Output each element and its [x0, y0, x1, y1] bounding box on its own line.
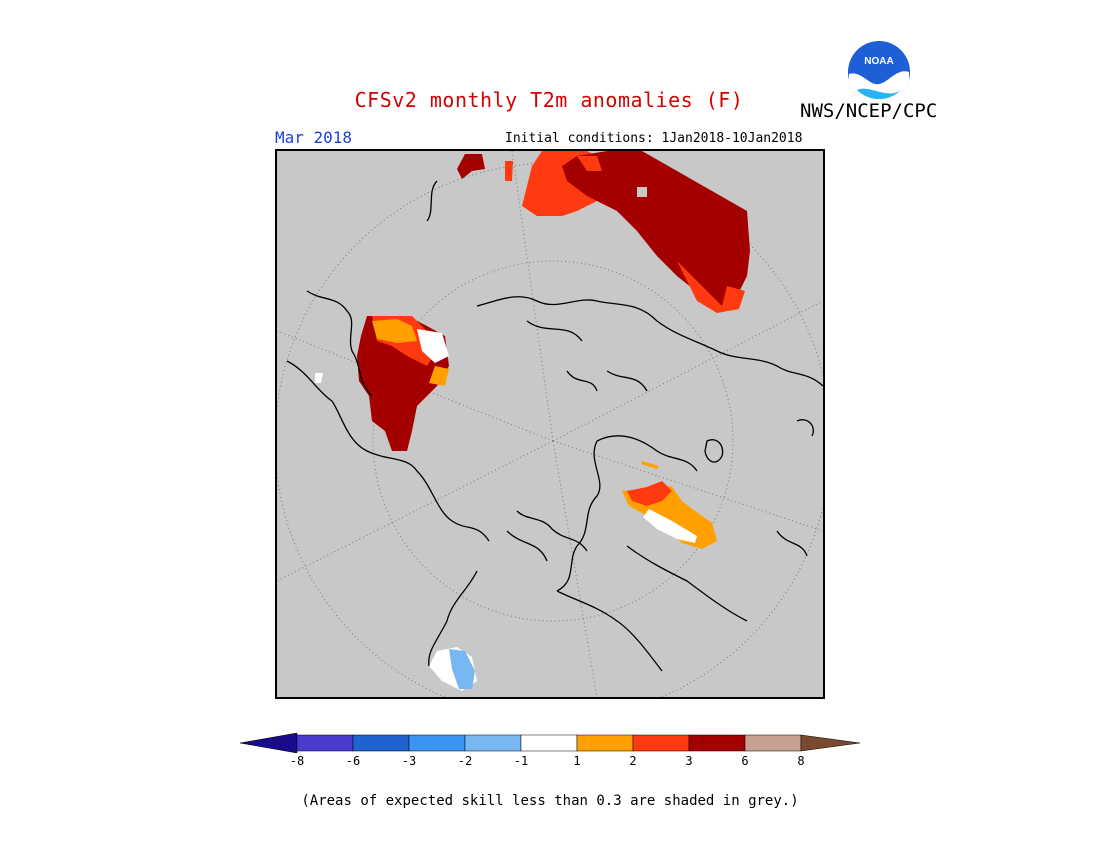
- legend-bin-6: [576, 734, 634, 752]
- legend-tick: 6: [741, 754, 749, 768]
- color-legend-bar: [239, 732, 861, 754]
- legend-bin-9: [744, 734, 802, 752]
- legend-tick: -8: [289, 754, 305, 768]
- legend-bin-0: [239, 732, 298, 754]
- legend-tick: 2: [629, 754, 637, 768]
- legend-tick: 3: [685, 754, 693, 768]
- initial-conditions-label: Initial conditions: 1Jan2018-10Jan2018: [505, 131, 803, 146]
- legend-bin-1: [296, 734, 354, 752]
- legend-bin-2: [352, 734, 410, 752]
- anomaly-region-europe: [315, 316, 449, 451]
- agency-label: NWS/NCEP/CPC: [800, 100, 938, 122]
- noaa-logo: NOAA: [847, 40, 911, 104]
- skill-footnote: (Areas of expected skill less than 0.3 a…: [301, 793, 799, 809]
- anomaly-region-west-us: [429, 647, 477, 691]
- chart-title: CFSv2 monthly T2m anomalies (F): [354, 88, 744, 112]
- legend-tick: -6: [345, 754, 361, 768]
- legend-tick: -2: [457, 754, 473, 768]
- color-legend: [239, 732, 862, 754]
- logo-wordmark: NOAA: [864, 56, 893, 67]
- legend-bin-4: [464, 734, 522, 752]
- legend-tick: -3: [401, 754, 417, 768]
- anomaly-region-siberia: [457, 151, 750, 313]
- polar-map-canvas: [277, 151, 823, 697]
- anomaly-region-canada: [622, 461, 717, 549]
- polar-map: [275, 149, 825, 699]
- valid-month-label: Mar 2018: [275, 128, 353, 147]
- legend-tick: -1: [513, 754, 529, 768]
- legend-tick: 8: [797, 754, 805, 768]
- legend-bin-8: [688, 734, 746, 752]
- legend-bin-10: [800, 734, 861, 752]
- legend-bin-5: [520, 734, 578, 752]
- coastlines: [286, 180, 823, 672]
- legend-bin-3: [408, 734, 466, 752]
- legend-bin-7: [632, 734, 690, 752]
- legend-tick: 1: [573, 754, 581, 768]
